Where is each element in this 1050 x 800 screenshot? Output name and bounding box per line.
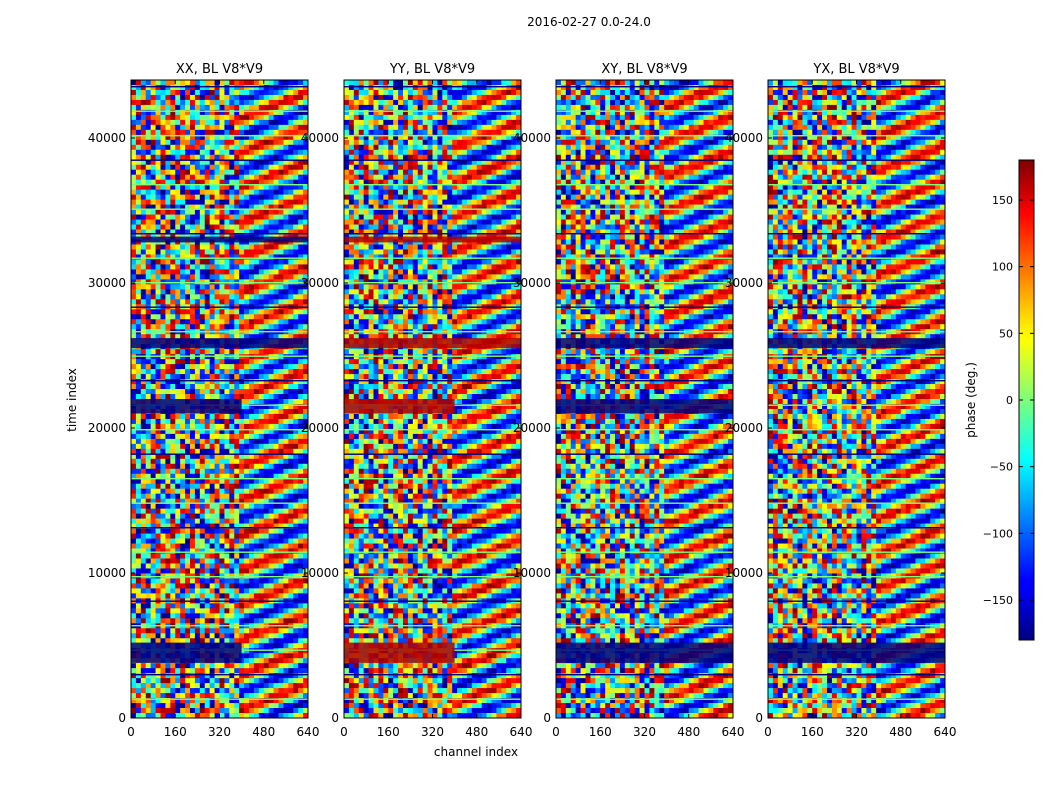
phase-image	[556, 80, 734, 719]
x-tick-label: 0	[127, 725, 135, 739]
x-tick-label: 480	[889, 725, 912, 739]
x-tick-label: 640	[722, 725, 745, 739]
x-tick-label: 160	[164, 725, 187, 739]
x-axis-label: channel index	[434, 745, 518, 759]
y-tick-label: 0	[755, 711, 763, 725]
x-tick-label: 0	[764, 725, 772, 739]
y-tick-label: 30000	[725, 276, 763, 290]
x-tick-label: 0	[552, 725, 560, 739]
x-tick-label: 320	[845, 725, 868, 739]
colorbar-tick-label: −100	[983, 527, 1013, 540]
panel-3: XY, BL V8*V9 0 160 320 480 640 0 10000 20000 3000…	[513, 62, 745, 739]
y-tick-label: 40000	[725, 131, 763, 145]
colorbar-ticks: −150 −100 −50 0 50 100 150	[983, 194, 1034, 607]
y-tick-label: 40000	[88, 131, 126, 145]
phase-image	[344, 80, 522, 719]
colorbar: −150 −100 −50 0 50 100 150 phase (deg.)	[964, 159, 1035, 641]
phase-image	[131, 80, 309, 719]
x-tick-label: 640	[510, 725, 533, 739]
colorbar-label: phase (deg.)	[964, 362, 978, 438]
y-tick-label: 40000	[301, 131, 339, 145]
x-tick-label: 160	[801, 725, 824, 739]
panel-title: YX, BL V8*V9	[812, 62, 899, 77]
colorbar-tick-label: 0	[1006, 394, 1013, 407]
panel-title: XY, BL V8*V9	[601, 62, 687, 77]
y-tick-label: 30000	[301, 276, 339, 290]
x-tick-label: 480	[465, 725, 488, 739]
panel-title: XX, BL V8*V9	[176, 62, 263, 77]
panel-title: YY, BL V8*V9	[389, 62, 475, 77]
y-tick-label: 0	[118, 711, 126, 725]
colorbar-tick-label: 100	[992, 261, 1013, 274]
x-tick-label: 0	[340, 725, 348, 739]
x-tick-label: 640	[934, 725, 957, 739]
y-tick-label: 20000	[88, 421, 126, 435]
x-tick-label: 480	[252, 725, 275, 739]
y-tick-label: 10000	[513, 566, 551, 580]
y-tick-label: 30000	[88, 276, 126, 290]
y-tick-label: 0	[331, 711, 339, 725]
y-tick-label: 20000	[513, 421, 551, 435]
x-tick-label: 320	[208, 725, 231, 739]
y-tick-label: 10000	[301, 566, 339, 580]
y-tick-label: 20000	[725, 421, 763, 435]
x-tick-label: 480	[677, 725, 700, 739]
y-tick-label: 20000	[301, 421, 339, 435]
x-tick-label: 640	[297, 725, 320, 739]
colorbar-tick-label: −50	[990, 461, 1013, 474]
y-tick-label: 0	[543, 711, 551, 725]
panel-1: XX, BL V8*V9 0 160 320 480 640 0 10000 20000 3000…	[88, 62, 320, 739]
panel-2: YY, BL V8*V9 0 160 320 480 640 0 10000 20000 3000…	[301, 62, 533, 739]
phase-image	[768, 80, 946, 719]
panels: XX, BL V8*V9 0 160 320 480 640 0 10000 20000 3000…	[88, 62, 957, 739]
x-tick-label: 320	[633, 725, 656, 739]
figure-suptitle: 2016-02-27 0.0-24.0	[527, 15, 651, 29]
colorbar-tick-label: 150	[992, 194, 1013, 207]
panel-4: YX, BL V8*V9 0 160 320 480 640 0 10000 20000 3000…	[725, 62, 957, 739]
y-axis-label: time index	[65, 368, 79, 432]
x-tick-label: 160	[589, 725, 612, 739]
colorbar-tick-label: 50	[999, 327, 1013, 340]
x-tick-label: 320	[421, 725, 444, 739]
y-tick-label: 10000	[725, 566, 763, 580]
y-tick-label: 30000	[513, 276, 551, 290]
x-tick-label: 160	[377, 725, 400, 739]
colorbar-tick-label: −150	[983, 594, 1013, 607]
y-tick-label: 10000	[88, 566, 126, 580]
y-tick-label: 40000	[513, 131, 551, 145]
